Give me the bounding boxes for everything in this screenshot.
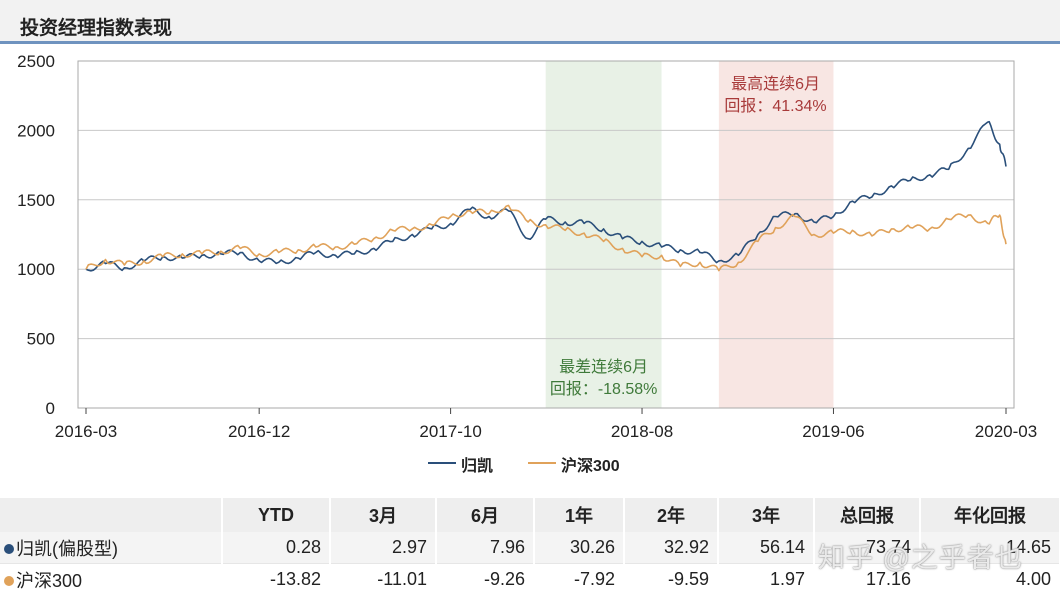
y-tick-label: 1000 [17, 260, 55, 279]
col-header-ytd: YTD [222, 498, 331, 532]
x-tick-label: 2016-12 [228, 422, 290, 441]
table-row: 归凯(偏股型) 0.28 2.97 7.96 30.26 32.92 56.14… [0, 532, 1060, 564]
cell-6m: 7.96 [436, 532, 535, 564]
col-header-2y: 2年 [624, 498, 719, 532]
cell-3m: -11.01 [330, 563, 437, 595]
row-name-cell: 归凯(偏股型) [0, 532, 223, 564]
cell-2y: 32.92 [624, 532, 719, 564]
performance-line-chart: 0 500 1000 1500 2000 2500 2016-03 2016-12 2017-1… [17, 52, 1037, 441]
row-name: 归凯(偏股型) [16, 538, 118, 559]
col-header-name [0, 498, 223, 532]
legend-swatch-csi300 [528, 462, 556, 464]
cell-total: 73.74 [814, 532, 921, 564]
chart-legend: 归凯 沪深300 [0, 452, 1060, 475]
cell-ytd: 0.28 [222, 532, 331, 564]
returns-table: YTD 3月 6月 1年 2年 3年 总回报 年化回报 归凯(偏股型) 0.28… [0, 498, 1060, 595]
col-header-6m: 6月 [436, 498, 535, 532]
worst-6m-annotation: 最差连续6月 [559, 358, 648, 376]
series-line-guikai [85, 120, 1007, 272]
cell-total: 17.16 [814, 563, 921, 595]
col-header-1y: 1年 [534, 498, 625, 532]
row-name: 沪深300 [16, 570, 83, 591]
y-tick-label: 0 [46, 399, 55, 418]
page-title: 投资经理指数表现 [20, 18, 173, 39]
y-tick-label: 2500 [17, 52, 55, 71]
cell-annualized: 14.65 [920, 532, 1060, 564]
series-dot-icon [4, 543, 14, 554]
best-6m-annotation: 回报：41.34% [724, 97, 826, 115]
plot-frame [77, 60, 1015, 409]
col-header-total: 总回报 [814, 498, 921, 532]
cell-3y: 1.97 [718, 563, 815, 595]
y-tick-label: 1500 [17, 191, 55, 210]
worst-6m-band [545, 61, 662, 408]
row-name-cell: 沪深300 [0, 563, 223, 595]
x-tick-label: 2017-10 [419, 422, 481, 441]
cell-2y: -9.59 [624, 563, 719, 595]
table-row: 沪深300 -13.82 -11.01 -9.26 -7.92 -9.59 1.… [0, 563, 1060, 595]
x-tick-label: 2016-03 [55, 422, 117, 441]
x-tick-label: 2019-06 [802, 422, 864, 441]
y-tick-label: 500 [27, 330, 55, 349]
legend-label-guikai: 归凯 [461, 458, 494, 475]
legend-label-csi300: 沪深300 [561, 458, 620, 475]
cell-ytd: -13.82 [222, 563, 331, 595]
y-tick-label: 2000 [17, 121, 55, 140]
cell-1y: 30.26 [534, 532, 625, 564]
header: 投资经理指数表现 [0, 0, 1060, 44]
table-header-row: YTD 3月 6月 1年 2年 3年 总回报 年化回报 [0, 498, 1060, 532]
watermark: 知乎 @之乎者也 [818, 543, 1023, 573]
worst-6m-annotation: 回报：-18.58% [550, 380, 658, 398]
col-header-3m: 3月 [330, 498, 437, 532]
x-tick-label: 2020-03 [975, 422, 1037, 441]
series-dot-icon [4, 575, 14, 586]
series-line-csi300 [85, 204, 1007, 272]
col-header-3y: 3年 [718, 498, 815, 532]
legend-swatch-guikai [428, 462, 456, 464]
cell-6m: -9.26 [436, 563, 535, 595]
x-tick-label: 2018-08 [611, 422, 673, 441]
cell-1y: -7.92 [534, 563, 625, 595]
cell-3y: 56.14 [718, 532, 815, 564]
best-6m-annotation: 最高连续6月 [731, 75, 820, 93]
col-header-annualized: 年化回报 [920, 498, 1060, 532]
cell-3m: 2.97 [330, 532, 437, 564]
cell-annualized: 4.00 [920, 563, 1060, 595]
